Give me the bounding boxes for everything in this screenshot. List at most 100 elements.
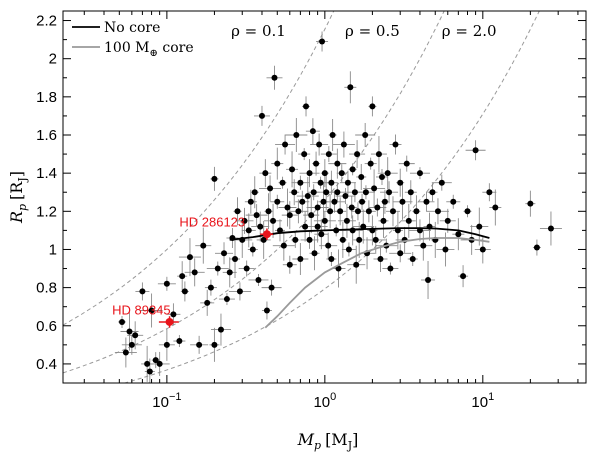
model-curve-0 <box>229 227 490 241</box>
planet-point <box>211 175 218 182</box>
planet-point <box>381 198 388 205</box>
planet-point <box>262 170 269 177</box>
planet-point <box>359 198 366 205</box>
planet-point <box>270 217 277 224</box>
planet-point <box>409 256 416 262</box>
planet-point <box>369 103 376 110</box>
planet-point <box>362 132 369 138</box>
planet-point <box>144 360 151 367</box>
planet-point <box>284 204 291 211</box>
planet-point <box>377 256 384 262</box>
planet-point <box>358 173 365 180</box>
planet-point <box>323 189 330 196</box>
planet-point <box>251 189 258 196</box>
planet-point <box>354 151 361 158</box>
planet-point <box>351 189 358 196</box>
planet-point <box>163 341 170 348</box>
planet-point <box>274 198 281 205</box>
legend: No core 100 M⊕ core <box>72 20 194 59</box>
planet-point <box>416 170 423 177</box>
planet-point <box>378 173 385 180</box>
planet-point <box>221 250 228 257</box>
planet-point <box>302 223 309 230</box>
planet-point <box>297 256 304 262</box>
planet-point <box>304 193 311 200</box>
planet-point <box>354 208 361 215</box>
density-curve-0 <box>63 11 335 326</box>
planet-point <box>292 236 299 243</box>
planet-point <box>260 236 267 243</box>
planet-point <box>347 84 354 91</box>
planet-point <box>337 208 344 215</box>
planet-point <box>299 198 306 205</box>
planet-point <box>236 288 243 295</box>
planet-point <box>170 311 177 318</box>
planet-point <box>479 246 486 253</box>
x-tick-label-0: 10−1 <box>152 391 181 411</box>
planet-point <box>476 223 483 230</box>
planet-point <box>403 160 410 167</box>
planet-point <box>122 349 129 356</box>
planet-point <box>328 179 335 186</box>
density-label-0: ρ = 0.1 <box>231 22 286 40</box>
planet-point <box>263 307 270 314</box>
planet-point <box>139 288 146 295</box>
y-tick-label-0: 0.4 <box>36 356 57 373</box>
highlight-point-0 <box>262 230 271 239</box>
planet-point <box>245 227 252 234</box>
planet-point <box>179 273 186 280</box>
planet-point <box>314 223 321 230</box>
planet-point <box>527 200 534 207</box>
y-axis-label: Rp[RJ] <box>7 171 29 224</box>
planet-point <box>425 276 432 283</box>
y-ticks: 0.4 0.6 0.8 1 1.2 1.4 1.6 1.8 2 2.2 <box>36 13 586 384</box>
planet-point <box>152 357 159 364</box>
planet-point <box>276 227 283 234</box>
x-tick-label-1: 100 <box>313 391 336 411</box>
model-curves <box>229 227 490 329</box>
planet-point <box>289 166 296 173</box>
planet-point <box>196 341 203 348</box>
planet-point <box>265 208 272 215</box>
highlight-label-0: HD 286123 <box>179 215 245 230</box>
planet-point <box>223 296 230 303</box>
x-tick-label-2: 101 <box>471 391 494 411</box>
planet-point <box>255 276 262 283</box>
planet-point <box>434 208 441 215</box>
planet-point <box>429 189 436 196</box>
planet-point <box>343 217 350 224</box>
planet-point <box>362 189 369 196</box>
planet-point <box>340 141 347 148</box>
planet-point <box>328 256 335 262</box>
planet-point <box>306 236 313 243</box>
planet-point <box>386 189 393 196</box>
planet-point <box>156 360 163 367</box>
y-tick-label-1: 0.6 <box>36 318 57 335</box>
planet-point <box>207 284 214 291</box>
planet-point <box>413 208 420 215</box>
highlight-point-1 <box>165 317 174 326</box>
planet-point <box>253 212 260 219</box>
planet-point <box>392 141 399 148</box>
planet-point <box>191 269 198 276</box>
planet-point <box>316 141 323 148</box>
planet-point <box>339 236 346 243</box>
y-tick-label-5: 1.4 <box>36 165 57 182</box>
planet-point <box>450 198 457 205</box>
planet-point <box>356 236 363 243</box>
planet-point <box>200 242 207 249</box>
planet-point <box>301 151 308 158</box>
planet-point <box>367 160 374 167</box>
planet-point <box>399 198 406 205</box>
highlighted-planets: HD 286123 HD 89345 <box>112 215 274 328</box>
y-tick-label-9: 2.2 <box>36 13 57 30</box>
y-tick-label-7: 1.8 <box>36 89 57 106</box>
y-tick-label-8: 2 <box>49 51 57 68</box>
planet-point <box>420 242 427 249</box>
planet-point <box>372 236 379 243</box>
planet-point <box>306 170 313 177</box>
planet-point <box>128 341 135 348</box>
planet-point <box>331 198 338 205</box>
planet-point <box>329 132 336 138</box>
planet-point <box>257 223 264 230</box>
